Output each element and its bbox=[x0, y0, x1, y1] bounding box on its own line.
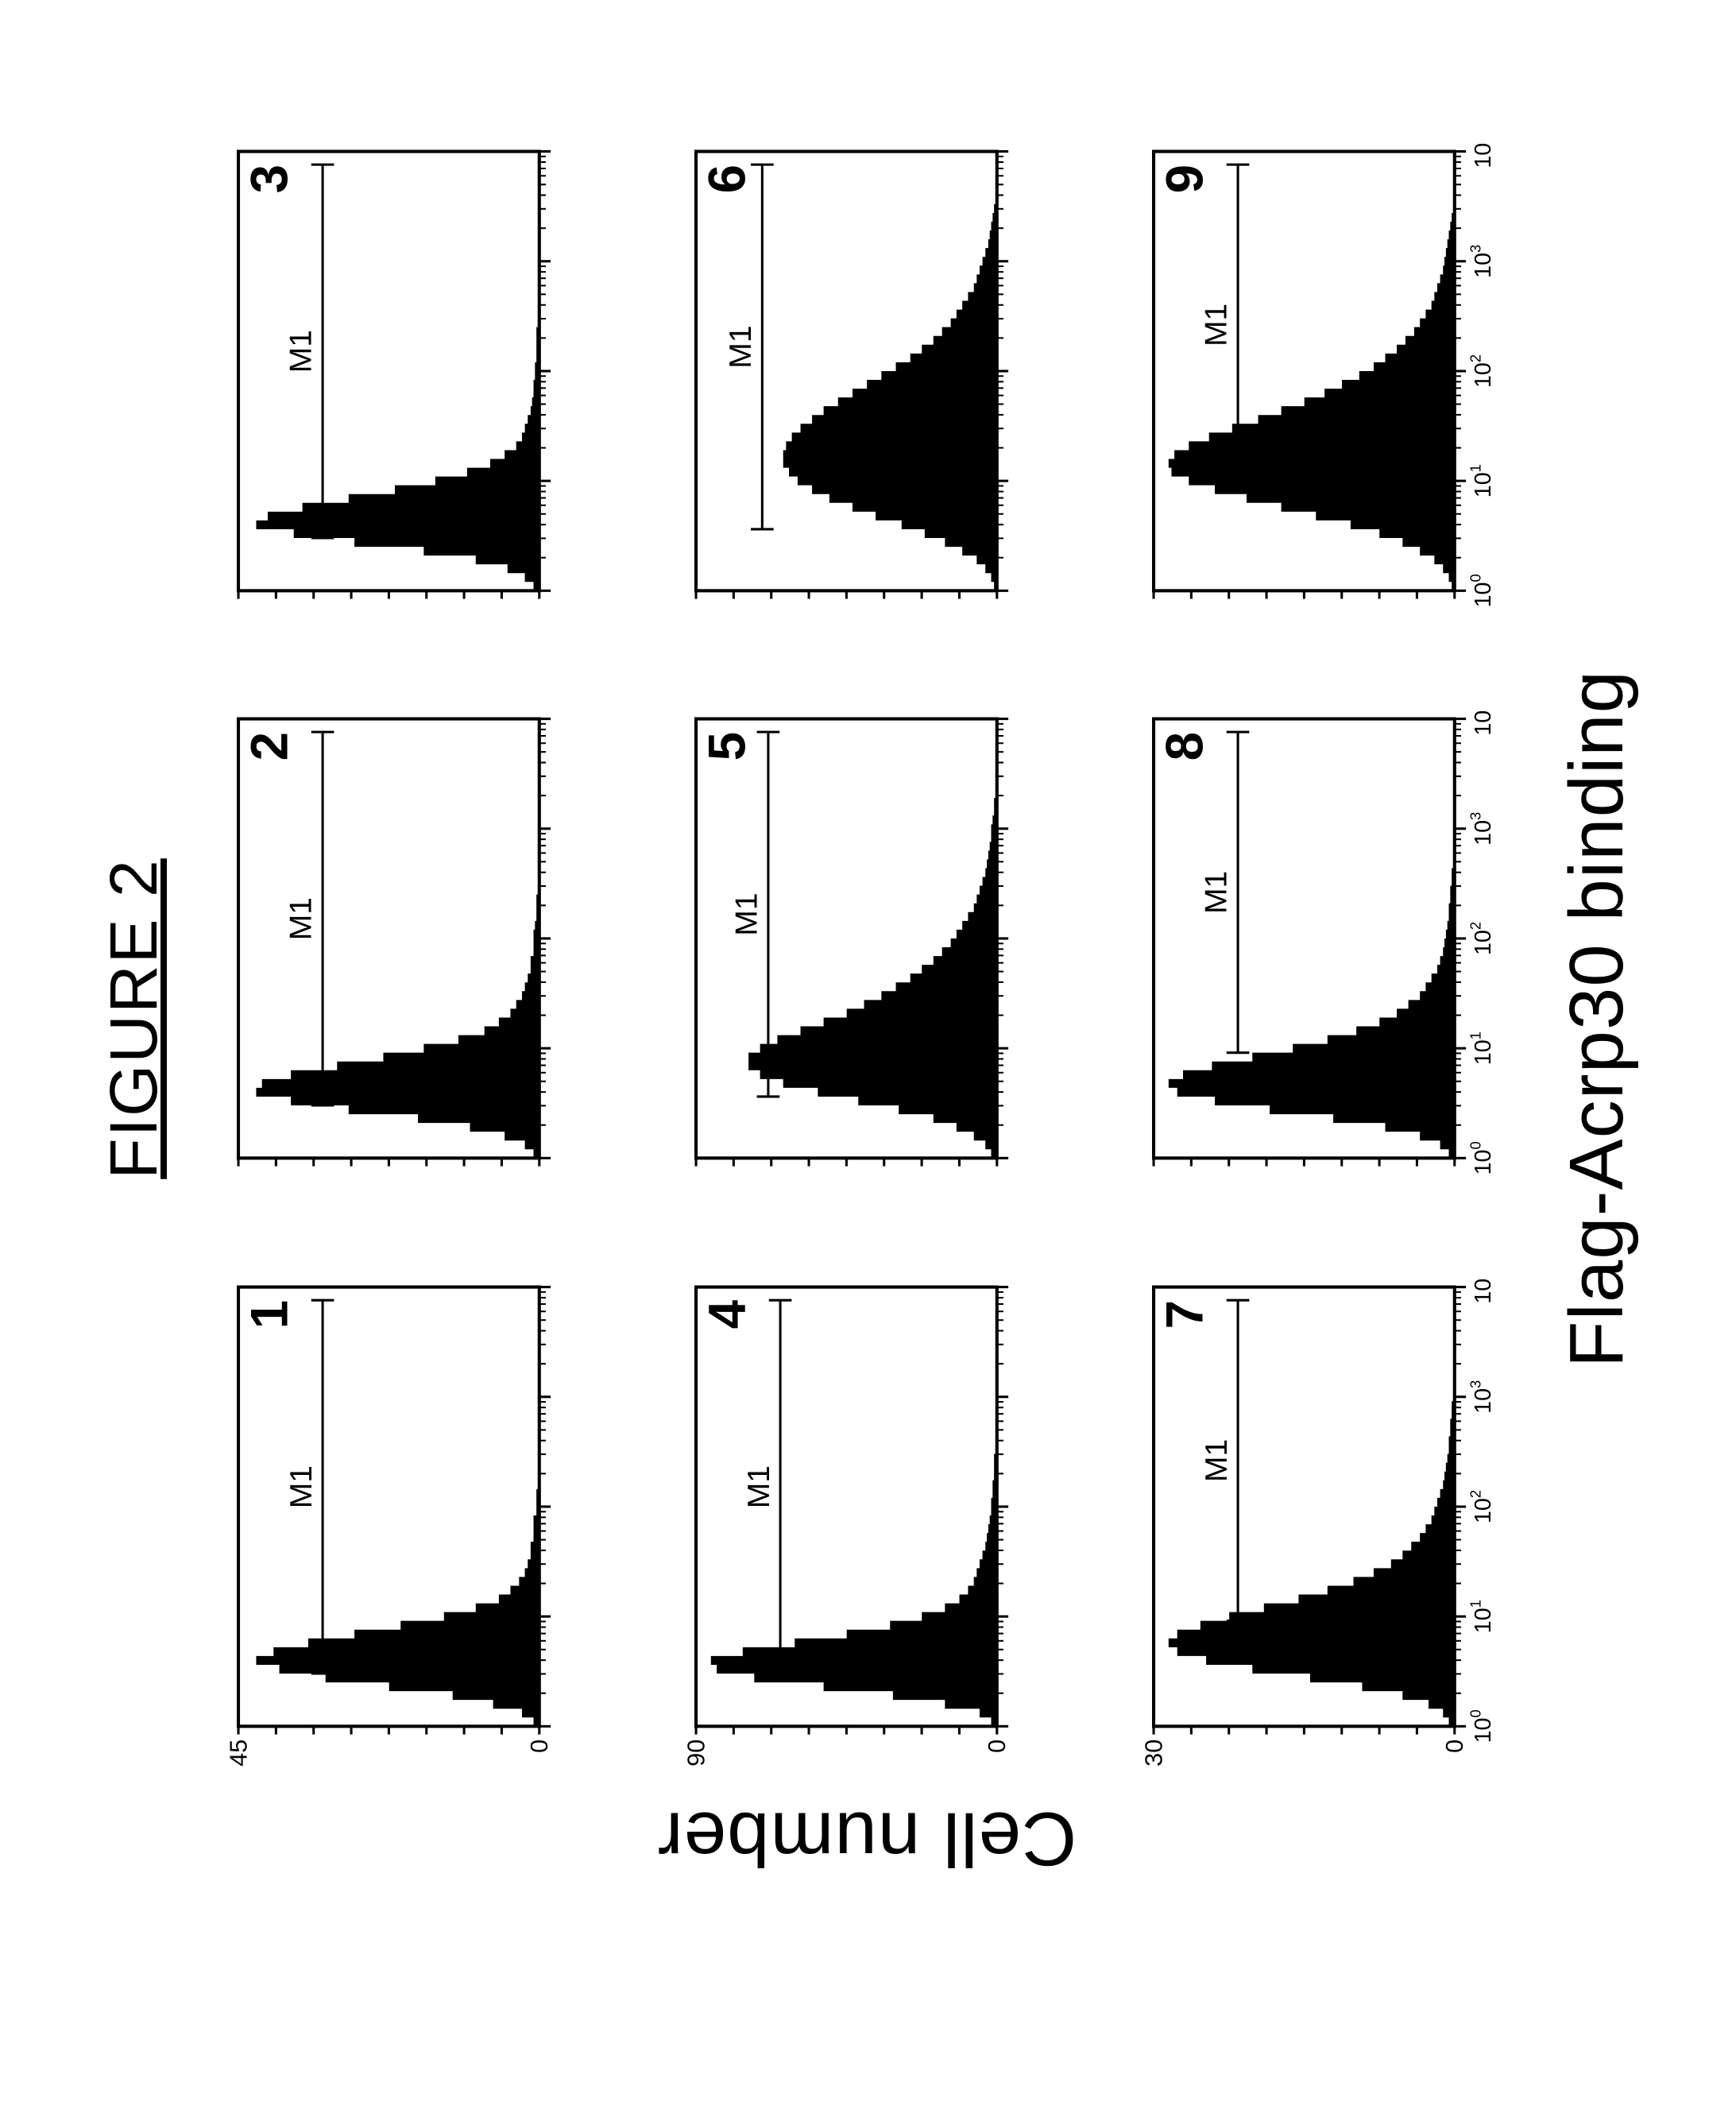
svg-text:4: 4 bbox=[698, 1299, 756, 1329]
histogram-svg: 0 90 M1 4 bbox=[662, 1279, 1072, 1783]
figure-title: FIGURE 2 bbox=[95, 143, 172, 1894]
histogram-panel-2: M1 2 bbox=[204, 711, 614, 1216]
x-axis-label: Flag-Acrp30 binding bbox=[1553, 143, 1641, 1894]
svg-text:6: 6 bbox=[698, 164, 756, 193]
svg-text:3: 3 bbox=[240, 164, 298, 193]
histogram-panel-3: M1 3 bbox=[204, 143, 614, 648]
svg-text:104: 104 bbox=[1467, 143, 1496, 168]
histogram-svg: M1 3 bbox=[204, 143, 614, 648]
histogram-svg: 0 45 M1 1 bbox=[204, 1279, 614, 1783]
svg-text:5: 5 bbox=[698, 732, 756, 760]
y-axis-label: Cell number bbox=[657, 1795, 1077, 1883]
panels-grid: 045M11M12M13090M14M15M160301001011021031… bbox=[204, 143, 1529, 1783]
svg-text:M1: M1 bbox=[1200, 871, 1234, 914]
histogram-svg: M1 5 bbox=[662, 711, 1072, 1216]
svg-text:103: 103 bbox=[1467, 1380, 1496, 1414]
svg-text:100: 100 bbox=[1467, 574, 1496, 607]
svg-text:M1: M1 bbox=[724, 325, 758, 368]
svg-text:M1: M1 bbox=[284, 1465, 319, 1508]
svg-text:100: 100 bbox=[1467, 1142, 1496, 1175]
histogram-svg: M1 6 bbox=[662, 143, 1072, 648]
svg-text:7: 7 bbox=[1155, 1300, 1213, 1329]
svg-text:101: 101 bbox=[1467, 1600, 1496, 1633]
svg-text:0: 0 bbox=[525, 1740, 553, 1753]
svg-text:102: 102 bbox=[1467, 1490, 1496, 1523]
figure-content: FIGURE 2 Cell number 045M11M12M13090M14M… bbox=[0, 0, 1736, 2117]
svg-text:104: 104 bbox=[1467, 711, 1496, 736]
svg-text:100: 100 bbox=[1467, 1709, 1496, 1743]
svg-text:M1: M1 bbox=[284, 897, 319, 940]
histogram-svg: 100 101 102 103 104 M1 8 bbox=[1119, 711, 1529, 1216]
y-axis-label-wrap: Cell number bbox=[204, 1783, 1529, 1894]
histogram-panel-4: 0 90 M1 4 bbox=[662, 1279, 1072, 1783]
svg-text:M1: M1 bbox=[742, 1465, 776, 1508]
svg-text:1: 1 bbox=[240, 1300, 298, 1329]
histogram-svg: 0 30 100 101 102 103 104 M1 7 bbox=[1119, 1279, 1529, 1783]
histogram-panel-1: 0 45 M1 1 bbox=[204, 1279, 614, 1783]
histogram-panel-7: 0 30 100 101 102 103 104 M1 7 bbox=[1119, 1279, 1529, 1783]
svg-text:M1: M1 bbox=[730, 893, 764, 936]
figure-rotated-container: FIGURE 2 Cell number 045M11M12M13090M14M… bbox=[0, 0, 1736, 2117]
histogram-panel-8: 100 101 102 103 104 M1 8 bbox=[1119, 711, 1529, 1216]
plot-grid-area: Cell number 045M11M12M13090M14M15M160301… bbox=[204, 143, 1529, 1894]
svg-text:90: 90 bbox=[682, 1740, 709, 1767]
svg-text:0: 0 bbox=[1440, 1740, 1468, 1753]
svg-text:102: 102 bbox=[1467, 922, 1496, 955]
histogram-panel-9: 100 101 102 103 104 M1 9 bbox=[1119, 143, 1529, 648]
svg-text:0: 0 bbox=[983, 1740, 1011, 1753]
svg-text:45: 45 bbox=[224, 1740, 252, 1767]
histogram-svg: M1 2 bbox=[204, 711, 614, 1216]
svg-text:103: 103 bbox=[1467, 244, 1496, 277]
svg-text:M1: M1 bbox=[1200, 304, 1234, 346]
histogram-panel-6: M1 6 bbox=[662, 143, 1072, 648]
histogram-svg: 100 101 102 103 104 M1 9 bbox=[1119, 143, 1529, 648]
svg-text:104: 104 bbox=[1467, 1279, 1496, 1303]
svg-text:101: 101 bbox=[1467, 1031, 1496, 1065]
svg-text:M1: M1 bbox=[1200, 1439, 1234, 1482]
svg-text:M1: M1 bbox=[284, 330, 319, 373]
figure-wrapper: FIGURE 2 Cell number 045M11M12M13090M14M… bbox=[0, 0, 1736, 2117]
svg-text:8: 8 bbox=[1155, 732, 1213, 760]
svg-text:101: 101 bbox=[1467, 464, 1496, 497]
svg-text:102: 102 bbox=[1467, 354, 1496, 388]
svg-text:9: 9 bbox=[1155, 164, 1213, 193]
svg-text:30: 30 bbox=[1139, 1740, 1167, 1767]
svg-text:2: 2 bbox=[240, 732, 298, 760]
svg-text:103: 103 bbox=[1467, 812, 1496, 846]
histogram-panel-5: M1 5 bbox=[662, 711, 1072, 1216]
